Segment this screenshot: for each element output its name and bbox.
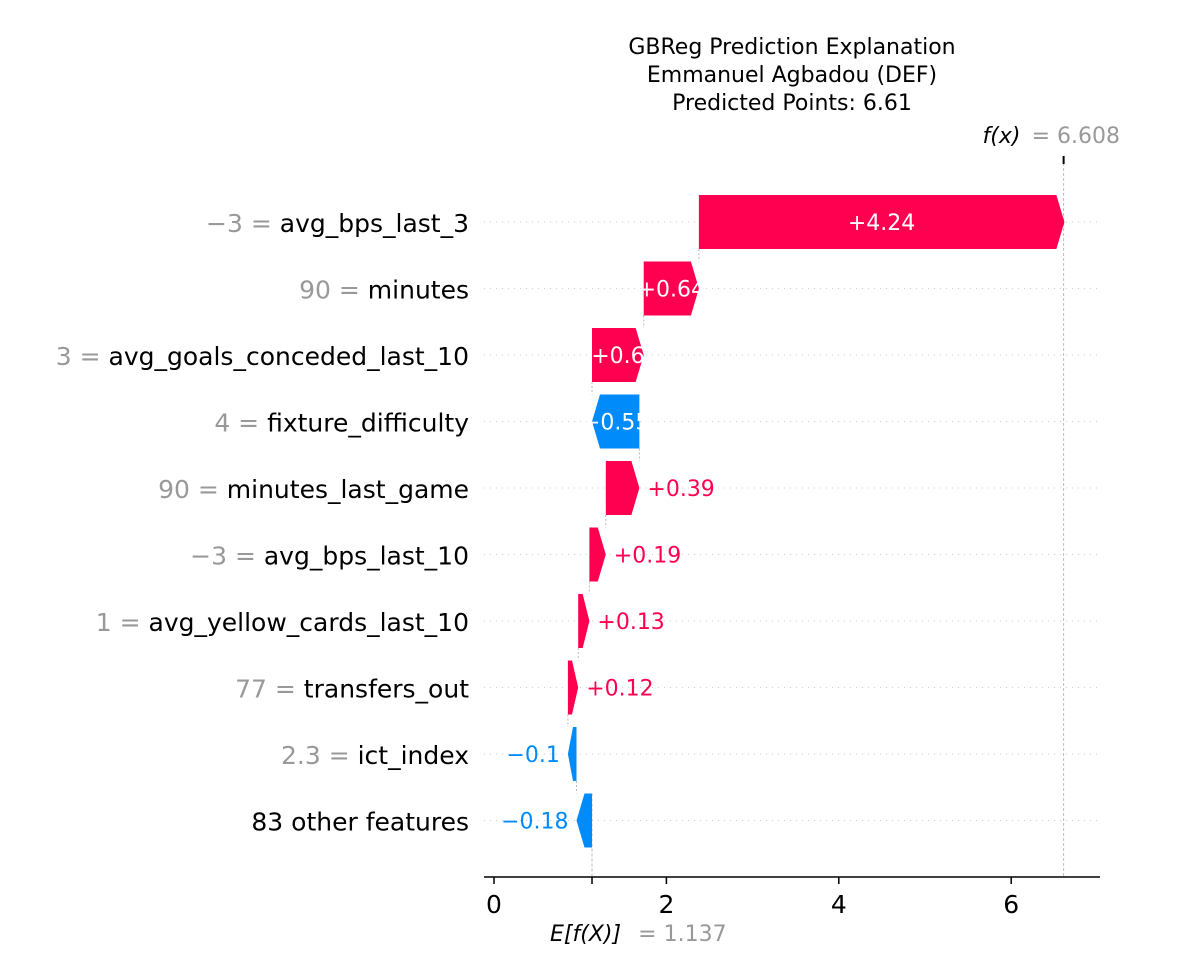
contribution-bar [578,594,590,648]
feature-value: −3 = [206,209,280,238]
contribution-bar [698,195,1065,249]
feature-value: 90 = [158,475,227,504]
feature-value: 1 = [96,608,149,637]
contribution-bar [605,461,640,515]
chart-title: GBReg Prediction Explanation Emmanuel Ag… [628,35,955,116]
final-value-label: f(x) [983,124,1021,149]
title-line-1: GBReg Prediction Explanation [628,35,955,60]
contribution-label: −0.55 [582,411,649,436]
contribution-bar [567,727,577,781]
contribution-bar [567,660,579,715]
feature-name: transfers_out [304,675,469,704]
x-tick-label: 2 [658,890,674,919]
x-tick-label: 0 [486,890,502,919]
base-value-label: E[f(X)] [550,922,621,947]
contribution-label: +0.12 [586,677,653,702]
feature-value: 3 = [56,342,109,371]
contribution-bar [643,261,699,316]
feature-label: 77 = transfers_out [235,675,469,704]
feature-name: avg_yellow_cards_last_10 [149,608,470,637]
x-tick-label: 6 [1003,890,1019,919]
feature-value: 2.3 = [281,741,358,770]
contribution-bar [576,793,592,848]
title-line-2: Emmanuel Agbadou (DEF) [647,63,937,88]
feature-name: avg_bps_last_10 [264,542,469,571]
contribution-label: +4.24 [848,211,915,236]
feature-name: ict_index [358,741,469,770]
feature-label: −3 = avg_bps_last_10 [190,542,469,571]
feature-name: avg_bps_last_3 [280,209,469,238]
feature-labels: −3 = avg_bps_last_3 90 = minutes 3 = avg_g… [56,209,469,837]
feature-label: 4 = fixture_difficulty [214,409,469,438]
contribution-bar [592,394,640,449]
feature-value: 90 = [299,276,368,305]
contribution-label: +0.39 [647,477,714,502]
contribution-bar [592,328,644,382]
feature-label: 2.3 = ict_index [281,741,469,770]
final-value-annotation: f(x) = 6.608 [983,124,1120,149]
feature-label: −3 = avg_bps_last_3 [206,209,469,238]
feature-value: 77 = [235,675,304,704]
feature-label: 90 = minutes [299,276,469,305]
feature-value: −3 = [190,542,264,571]
contribution-label: +0.6 [591,344,644,369]
feature-label: 83 other features [251,808,469,837]
contribution-label: +0.19 [614,544,681,569]
contribution-labels: +4.24 +0.64 +0.6 −0.55 +0.39 +0.19 +0.13 +0.12 −… [501,211,915,835]
base-value-number: = 1.137 [638,922,726,947]
contribution-label: +0.13 [597,610,664,635]
title-line-3: Predicted Points: 6.61 [672,91,912,116]
feature-label: 90 = minutes_last_game [158,475,469,504]
feature-name: fixture_difficulty [267,409,469,438]
feature-name: minutes_last_game [227,475,469,504]
x-tick-label: 4 [831,890,847,919]
final-value-number: = 6.608 [1032,124,1120,149]
base-value-annotation: E[f(X)] = 1.137 [550,922,727,947]
feature-value: 4 = [214,409,267,438]
feature-label: 3 = avg_goals_conceded_last_10 [56,342,469,371]
contribution-label: −0.18 [501,810,568,835]
feature-name: avg_goals_conceded_last_10 [109,342,469,371]
feature-label: 1 = avg_yellow_cards_last_10 [96,608,469,637]
x-axis: 0 2 4 6 [484,876,1100,919]
contribution-bars [567,195,1065,848]
reference-lines [567,156,1065,877]
contribution-label: −0.1 [506,743,559,768]
feature-name: 83 other features [251,808,469,837]
feature-name: minutes [368,276,469,305]
contribution-bar [589,527,606,582]
value-annotations: f(x) = 6.608 E[f(X)] = 1.137 [550,124,1120,947]
contribution-label: +0.64 [638,278,705,303]
